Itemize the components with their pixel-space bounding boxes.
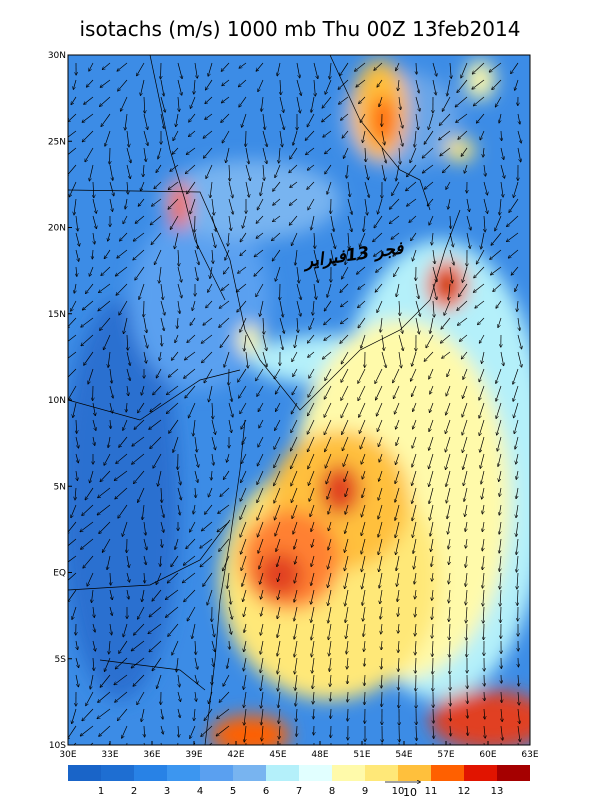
x-tick-label: 48E [311, 750, 328, 760]
colorbar-label: 11 [425, 786, 438, 797]
colorbar-swatch [233, 765, 266, 781]
colorbar-swatch [266, 765, 299, 781]
colorbar-swatch [101, 765, 134, 781]
colorbar-swatch [68, 765, 101, 781]
wind-arrow [433, 658, 434, 674]
x-tick-label: 45E [269, 750, 286, 760]
x-tick-label: 60E [479, 750, 496, 760]
x-tick-label: 63E [521, 750, 538, 760]
x-tick-label: 33E [101, 750, 118, 760]
wind-arrow [161, 63, 162, 79]
wind-arrow [348, 709, 349, 721]
wind-arrow [467, 692, 468, 703]
y-tick-label: 5N [54, 482, 66, 492]
colorbar-label: 7 [296, 786, 302, 797]
y-tick-label: 10N [48, 396, 66, 406]
y-tick-label: 15N [48, 310, 66, 320]
wind-arrow [484, 692, 485, 701]
colorbar-label: 6 [263, 786, 269, 797]
y-tick-label: 10S [49, 741, 66, 751]
x-tick-label: 57E [437, 750, 454, 760]
wind-arrow [331, 709, 332, 718]
field [60, 55, 550, 759]
colorbar-swatch [464, 765, 497, 781]
colorbar-swatch [200, 765, 233, 781]
x-tick-label: 42E [227, 750, 244, 760]
colorbar-swatch [134, 765, 167, 781]
colorbar-swatch [167, 765, 200, 781]
colorbar-swatch [398, 765, 431, 781]
colorbar-label: 9 [362, 786, 368, 797]
colorbar-swatch [497, 765, 530, 781]
x-tick-label: 30E [59, 750, 76, 760]
colorbar-label: 8 [329, 786, 335, 797]
x-tick-label: 39E [185, 750, 202, 760]
colorbar-label: 3 [164, 786, 170, 797]
colorbar-label: 12 [458, 786, 471, 797]
y-tick-label: 25N [48, 137, 66, 147]
wind-arrow [433, 709, 434, 723]
colorbar-label: 1 [98, 786, 104, 797]
wind-arrow [246, 131, 247, 146]
y-tick-label: 5S [55, 655, 67, 665]
wind-arrow [484, 624, 485, 640]
colorbar-label: 2 [131, 786, 137, 797]
wind-arrow [144, 301, 145, 317]
x-tick-label: 54E [395, 750, 412, 760]
y-tick-label: EQ [53, 569, 66, 579]
x-tick-label: 36E [143, 750, 160, 760]
colorbar-swatch [431, 765, 464, 781]
colorbar-label: 5 [230, 786, 236, 797]
wind-arrow [110, 148, 111, 164]
y-tick-label: 30N [48, 51, 66, 61]
x-tick-label: 51E [353, 750, 370, 760]
colorbar-label: 13 [491, 786, 504, 797]
colorbar-swatch [332, 765, 365, 781]
colorbar-label: 4 [197, 786, 203, 797]
vector-label: 10 [403, 786, 417, 799]
title: isotachs (m/s) 1000 mb Thu 00Z 13feb2014 [80, 17, 521, 41]
wind-arrow [382, 692, 383, 706]
colorbar-swatch [365, 765, 398, 781]
wind-arrow [195, 216, 196, 232]
y-tick-label: 20N [48, 224, 66, 234]
colorbar-swatch [299, 765, 332, 781]
